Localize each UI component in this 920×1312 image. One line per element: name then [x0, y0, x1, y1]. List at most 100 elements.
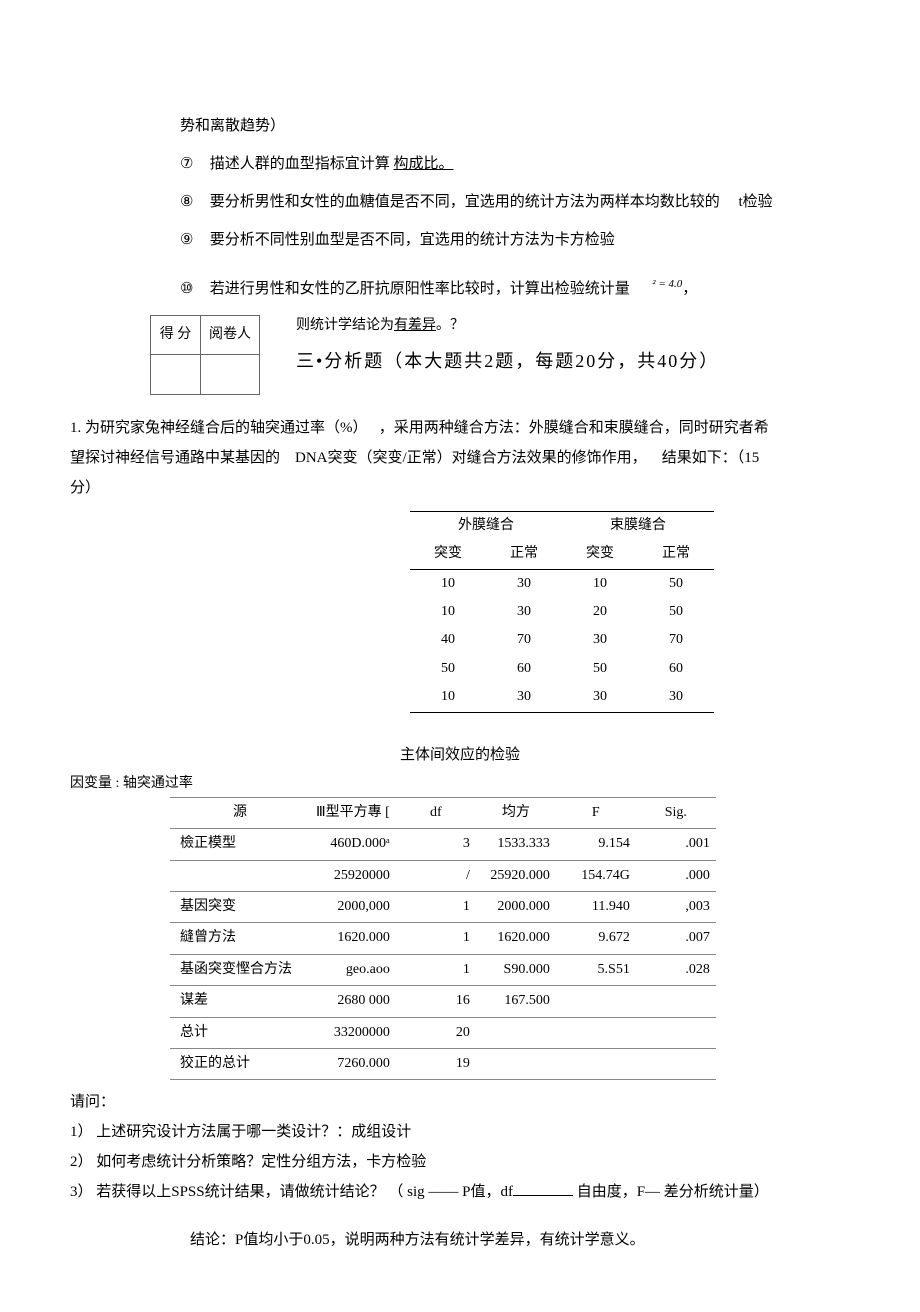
anova-cell: 縫曾方法: [170, 923, 310, 954]
data-cell: 50: [562, 655, 638, 683]
score-header-grader: 阅卷人: [201, 316, 260, 355]
data-cell: 30: [562, 626, 638, 654]
data-cell: 50: [410, 655, 486, 683]
data-cell: 30: [486, 569, 562, 598]
data-table-sub: 突变: [562, 540, 638, 569]
anova-cell: .028: [636, 954, 716, 985]
data-cell: 30: [486, 598, 562, 626]
anova-cell: S90.000: [476, 954, 556, 985]
data-cell: 40: [410, 626, 486, 654]
anova-cell: 25920.000: [476, 860, 556, 891]
anova-cell: 7260.000: [310, 1049, 396, 1080]
anova-h: F: [556, 797, 636, 828]
item-9-text: 要分析不同性别血型是否不同，宜选用的统计方法为卡方检验: [210, 232, 615, 248]
item-9: ⑨ 要分析不同性别血型是否不同，宜选用的统计方法为卡方检验: [180, 228, 850, 252]
followup-2: 2） 如何考虑统计分析策略？定性分组方法，卡方检验: [70, 1150, 850, 1174]
anova-cell: [556, 986, 636, 1017]
anova-cell: 16: [396, 986, 476, 1017]
anova-cell: 1533.333: [476, 829, 556, 860]
anova-cell: ,003: [636, 892, 716, 923]
anova-cell: [636, 1049, 716, 1080]
anova-cell: 谋差: [170, 986, 310, 1017]
anova-cell: 1620.000: [310, 923, 396, 954]
item-8: ⑧ 要分析男性和女性的血糖值是否不同，宜选用的统计方法为两样本均数比较的 t检验: [180, 190, 850, 214]
anova-cell: 2000.000: [476, 892, 556, 923]
data-cell: 30: [562, 683, 638, 712]
anova-cell: [476, 1017, 556, 1048]
anova-cell: 基函突变慳合方法: [170, 954, 310, 985]
anova-cell: .001: [636, 829, 716, 860]
data-table: 外膜缝合 束膜缝合 突变 正常 突变 正常 103010501030205040…: [410, 511, 714, 713]
anova-cell: 20: [396, 1017, 476, 1048]
item-7-answer: 构成比。: [394, 156, 454, 172]
item-7-text: 描述人群的血型指标宜计算: [210, 156, 394, 172]
anova-title: 主体间效应的检验: [70, 743, 850, 767]
followups: 请问： 1） 上述研究设计方法属于哪一类设计？：成组设计 2） 如何考虑统计分析…: [70, 1090, 850, 1204]
data-cell: 20: [562, 598, 638, 626]
item-7-num: ⑦: [180, 152, 206, 176]
anova-cell: [476, 1049, 556, 1080]
anova-cell: [636, 1017, 716, 1048]
item-8-text: 要分析男性和女性的血糖值是否不同，宜选用的统计方法为两样本均数比较的: [210, 194, 720, 210]
anova-cell: 檢正模型: [170, 829, 310, 860]
data-cell: 70: [638, 626, 714, 654]
item-8-tail: t检验: [739, 194, 773, 210]
data-table-group2: 束膜缝合: [562, 511, 714, 540]
anova-h: 均方: [476, 797, 556, 828]
anova-cell: [556, 1049, 636, 1080]
anova-dv: 因变量 : 轴突通过率: [70, 773, 850, 795]
followup-3: 3） 若获得以上SPSS统计结果，请做统计结论？ （ sig —— P值，df …: [70, 1180, 850, 1204]
data-cell: 30: [638, 683, 714, 712]
anova-cell: [636, 986, 716, 1017]
anova-cell: 2680 000: [310, 986, 396, 1017]
data-table-sub: 正常: [638, 540, 714, 569]
item-10: ⑩ 若进行男性和女性的乙肝抗原阳性率比较时，计算出检验统计量 ² = 4.0，: [180, 276, 850, 301]
followups-intro: 请问：: [70, 1090, 850, 1114]
anova-cell: [170, 860, 310, 891]
data-cell: 10: [410, 569, 486, 598]
anova-cell: 1: [396, 923, 476, 954]
question-1: 1. 为研究家兔神经缝合后的轴突通过率（%） ，采用两种缝合方法：外膜缝合和束膜…: [70, 413, 850, 503]
data-cell: 60: [486, 655, 562, 683]
anova-cell: 1: [396, 892, 476, 923]
anova-cell: 9.154: [556, 829, 636, 860]
anova-cell: [556, 1017, 636, 1048]
anova-cell: 1620.000: [476, 923, 556, 954]
anova-h: Ⅲ型平方專 [: [310, 797, 396, 828]
anova-cell: geo.aoo: [310, 954, 396, 985]
anova-cell: 5.S51: [556, 954, 636, 985]
data-cell: 10: [562, 569, 638, 598]
data-table-group1: 外膜缝合: [410, 511, 562, 540]
anova-cell: .007: [636, 923, 716, 954]
anova-cell: 1: [396, 954, 476, 985]
data-cell: 10: [410, 683, 486, 712]
anova-cell: /: [396, 860, 476, 891]
data-cell: 10: [410, 598, 486, 626]
anova-cell: 19: [396, 1049, 476, 1080]
item-8-num: ⑧: [180, 190, 206, 214]
data-cell: 70: [486, 626, 562, 654]
data-table-sub: 突变: [410, 540, 486, 569]
data-cell: 30: [486, 683, 562, 712]
item-9-num: ⑨: [180, 228, 206, 252]
top-fragment: 势和离散趋势）: [180, 114, 850, 138]
anova-cell: 总计: [170, 1017, 310, 1048]
data-table-sub: 正常: [486, 540, 562, 569]
anova-cell: .000: [636, 860, 716, 891]
conclusion: 结论：P值均小于0.05，说明两种方法有统计学差异，有统计学意义。: [190, 1228, 850, 1252]
grader-cell: [201, 355, 260, 394]
item-7: ⑦ 描述人群的血型指标宜计算 构成比。: [180, 152, 850, 176]
section-3-title: 三•分析题（本大题共2题，每题20分，共40分）: [296, 351, 719, 371]
score-box: 得 分 阅卷人: [150, 315, 260, 395]
anova-cell: 3: [396, 829, 476, 860]
anova-cell: 基因突变: [170, 892, 310, 923]
data-cell: 60: [638, 655, 714, 683]
score-header-score: 得 分: [151, 316, 201, 355]
anova-cell: 154.74G: [556, 860, 636, 891]
item-10-chi: ² = 4.0: [652, 281, 682, 297]
anova-cell: 167.500: [476, 986, 556, 1017]
anova-h: df: [396, 797, 476, 828]
item-10-text: 若进行男性和女性的乙肝抗原阳性率比较时，计算出检验统计量: [210, 281, 630, 297]
anova-cell: 狡正的总计: [170, 1049, 310, 1080]
anova-table: 源 Ⅲ型平方專 [ df 均方 F Sig. 檢正模型460D.000ᵃ3153…: [170, 797, 716, 1081]
